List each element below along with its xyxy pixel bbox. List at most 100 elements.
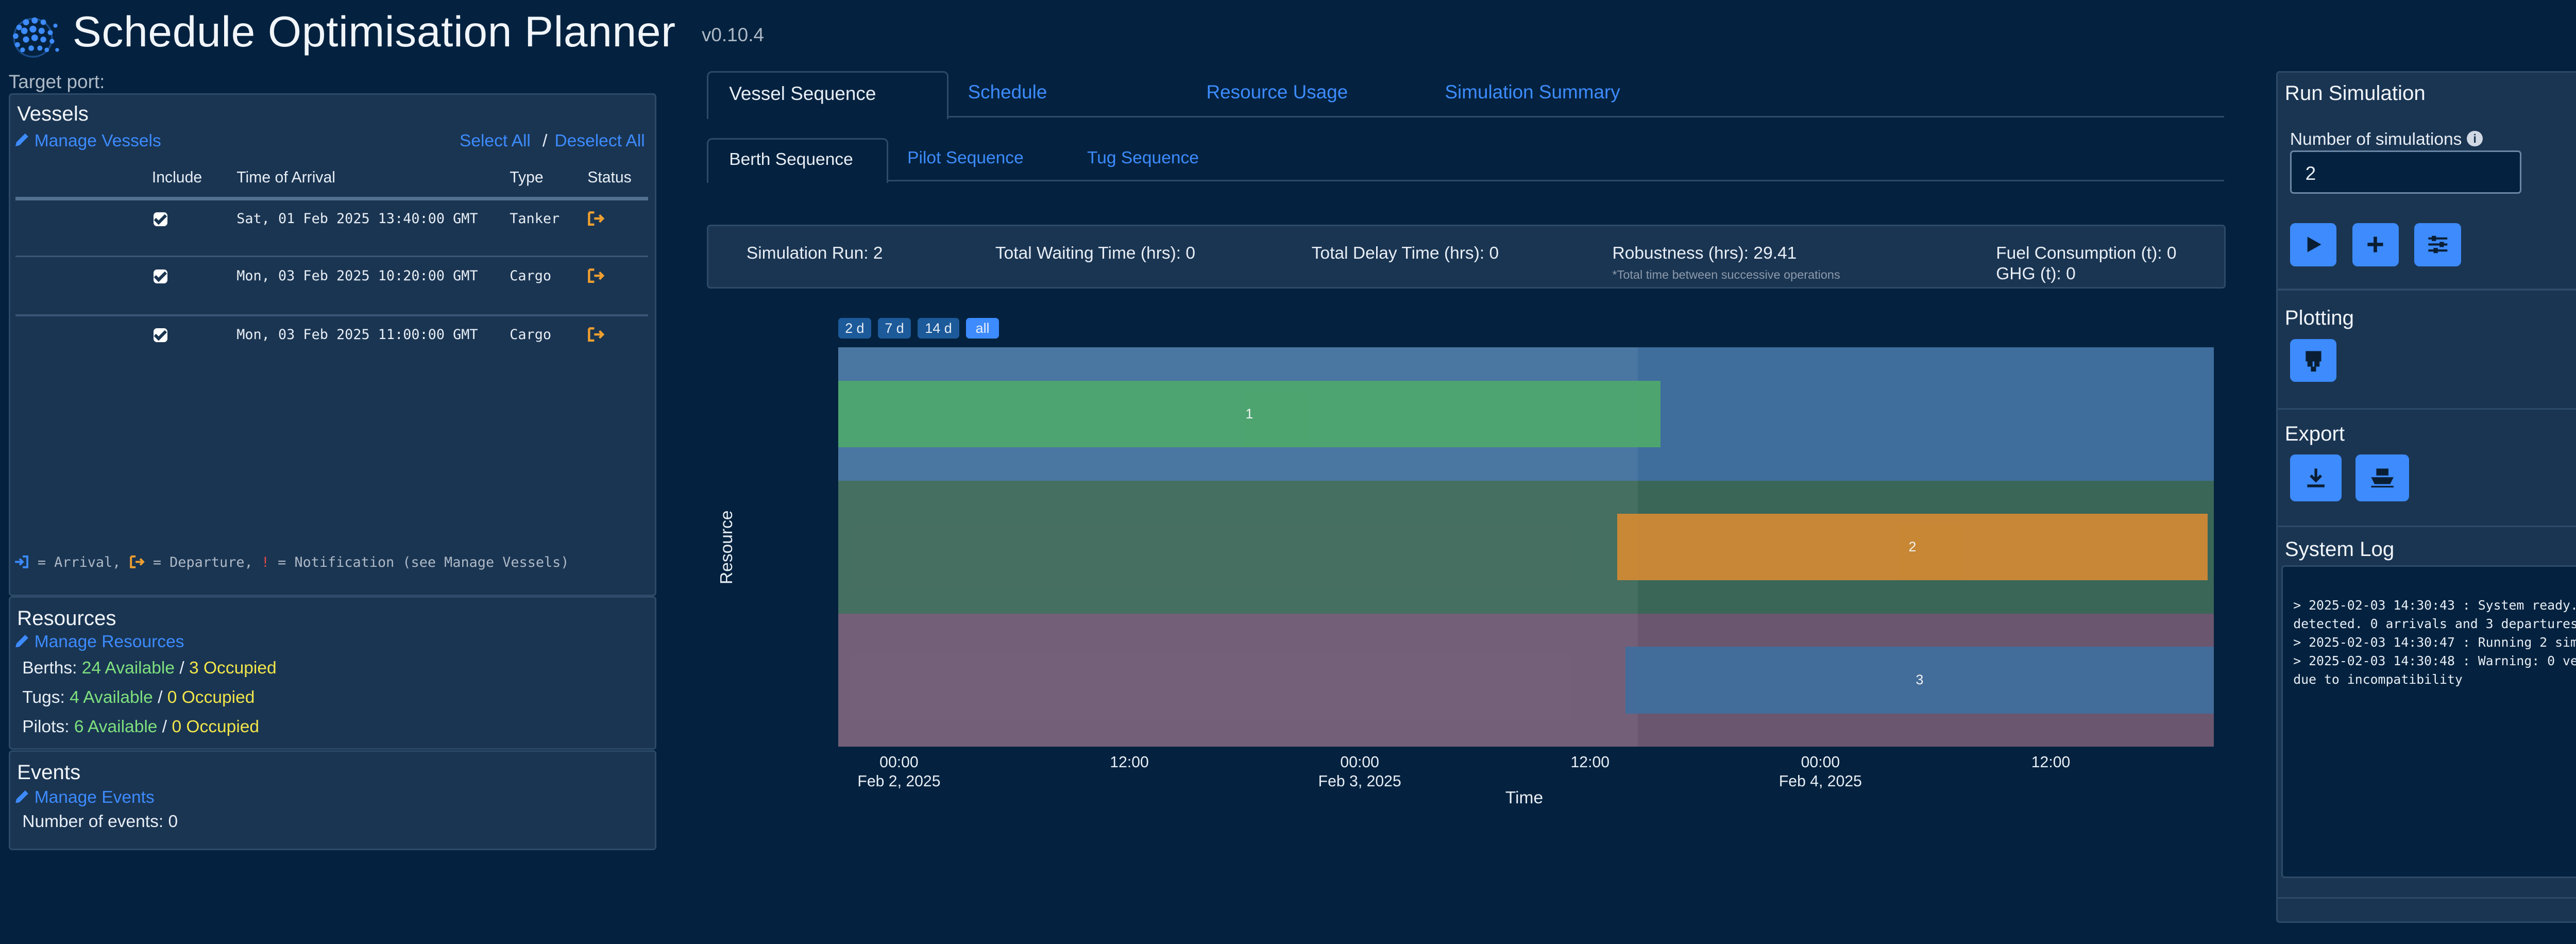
arrival-time: Sat, 01 Feb 2025 13:40:00 GMT [236, 210, 478, 227]
vessel-type: Cargo [510, 267, 551, 284]
range-2d-button[interactable]: 2 d [838, 318, 871, 339]
target-port-label: Target port: [8, 71, 105, 92]
tab-berth-sequence[interactable]: Berth Sequence [707, 138, 888, 183]
simulation-run: Simulation Run: 2 [746, 243, 883, 263]
departure-icon[interactable] [587, 211, 605, 226]
x-axis-label: Time [1505, 788, 1544, 807]
num-simulations-label: Number of simulations i [2290, 130, 2483, 149]
include-checkbox[interactable] [154, 212, 168, 227]
robustness-note: *Total time between successive operation… [1612, 267, 1840, 281]
x-tick-date: Feb 2, 2025 [857, 772, 941, 790]
fuel-consumption: Fuel Consumption (t): 0 [1996, 243, 2177, 263]
add-button[interactable] [2352, 223, 2399, 266]
vessel-bar[interactable]: 2 [1617, 514, 2208, 581]
tab-simulation-summary[interactable]: Simulation Summary [1445, 81, 1620, 103]
total-delay-time: Total Delay Time (hrs): 0 [1311, 243, 1499, 263]
settings-sliders-button[interactable] [2414, 223, 2461, 266]
manage-resources-link[interactable]: Manage Resources [15, 632, 184, 652]
x-tick-label: 00:00 [1340, 753, 1379, 771]
departure-icon [129, 555, 145, 568]
status-legend: = Arrival, = Departure, ! = Notification… [13, 554, 569, 570]
manage-resources-label: Manage Resources [34, 632, 184, 652]
tab-vessel-sequence[interactable]: Vessel Sequence [707, 71, 948, 120]
download-button[interactable] [2290, 454, 2342, 501]
total-waiting-time: Total Waiting Time (hrs): 0 [995, 243, 1196, 263]
notification-icon: ! [261, 554, 269, 571]
x-tick-label: 12:00 [2031, 753, 2071, 771]
select-all-link[interactable]: Select All [459, 131, 531, 150]
deselect-all-link[interactable]: Deselect All [554, 131, 645, 150]
arrival-time: Mon, 03 Feb 2025 11:00:00 GMT [236, 326, 478, 343]
vessels-panel: Vessels Manage Vessels Select All / Dese… [8, 93, 657, 596]
y-axis-label: Resource [717, 510, 737, 584]
col-status: Status [587, 169, 632, 187]
departure-icon[interactable] [587, 327, 605, 342]
berth-sequence-chart[interactable]: 1 2 3 [838, 347, 2214, 747]
tugs-row: Tugs: 4 Available / 0 Occupied [22, 687, 255, 707]
range-14d-button[interactable]: 14 d [918, 318, 959, 339]
arrival-icon [15, 555, 29, 568]
export-ship-button[interactable] [2355, 454, 2410, 501]
export-title: Export [2284, 422, 2345, 445]
play-icon [2307, 237, 2321, 252]
num-simulations-input[interactable]: 2 [2290, 150, 2522, 194]
x-tick-label: 00:00 [879, 753, 919, 771]
tab-resource-usage[interactable]: Resource Usage [1206, 81, 1348, 103]
plot-button[interactable] [2290, 339, 2337, 382]
sliders-icon [2428, 235, 2448, 254]
berths-row: Berths: 24 Available / 3 Occupied [22, 658, 277, 678]
range-7d-button[interactable]: 7 d [878, 318, 911, 339]
tab-pilot-sequence[interactable]: Pilot Sequence [907, 148, 1024, 168]
manage-vessels-label: Manage Vessels [34, 131, 161, 150]
plotting-title: Plotting [2284, 306, 2354, 329]
download-icon [2307, 468, 2325, 487]
vessels-title: Vessels [17, 102, 89, 125]
robustness: Robustness (hrs): 29.41 [1612, 243, 1797, 263]
plus-icon [2367, 237, 2383, 252]
include-checkbox[interactable] [154, 269, 168, 283]
ship-icon [2371, 468, 2394, 487]
pencil-icon [15, 133, 28, 146]
pencil-icon [15, 634, 28, 648]
manage-events-link[interactable]: Manage Events [15, 788, 155, 807]
chart-icon [2306, 350, 2321, 372]
manage-events-label: Manage Events [34, 788, 155, 807]
x-tick-date: Feb 4, 2025 [1778, 772, 1862, 790]
include-checkbox[interactable] [154, 328, 168, 342]
app-version: v0.10.4 [701, 24, 764, 45]
system-log-title: System Log [2284, 537, 2395, 561]
events-count: Number of events: 0 [22, 812, 178, 832]
pencil-icon [15, 790, 28, 803]
events-title: Events [17, 760, 81, 784]
x-tick-label: 00:00 [1801, 753, 1840, 771]
vessel-type: Cargo [510, 326, 551, 343]
manage-vessels-link[interactable]: Manage Vessels [15, 131, 161, 151]
resources-title: Resources [17, 606, 116, 630]
x-tick-label: 12:00 [1570, 753, 1610, 771]
range-all-button[interactable]: all [966, 318, 999, 339]
col-type: Type [510, 169, 544, 187]
vessel-type: Tanker [510, 210, 560, 227]
vessel-bar[interactable]: 3 [1625, 647, 2214, 714]
col-include: Include [151, 169, 202, 187]
tab-tug-sequence[interactable]: Tug Sequence [1087, 148, 1199, 168]
globe-dots-icon [12, 18, 59, 58]
pilots-row: Pilots: 6 Available / 0 Occupied [22, 717, 260, 736]
resources-panel: Resources Manage Resources Berths: 24 Av… [8, 596, 657, 750]
select-separator: / [542, 131, 548, 150]
x-tick-date: Feb 3, 2025 [1318, 772, 1401, 790]
simulation-summary-bar: Simulation Run: 2 Total Waiting Time (hr… [707, 225, 2226, 289]
arrival-time: Mon, 03 Feb 2025 10:20:00 GMT [236, 267, 478, 284]
col-time-of-arrival: Time of Arrival [236, 169, 335, 187]
x-tick-label: 12:00 [1110, 753, 1149, 771]
run-simulation-title: Run Simulation [2284, 81, 2426, 105]
info-hint-icon[interactable]: i [2467, 131, 2483, 147]
app-title: Schedule Optimisation Planner [72, 7, 676, 56]
ghg: GHG (t): 0 [1996, 264, 2076, 283]
departure-icon[interactable] [587, 268, 605, 283]
vessel-bar[interactable]: 1 [838, 380, 1660, 447]
tab-schedule[interactable]: Schedule [968, 81, 1047, 103]
system-log: > 2025-02-03 14:30:43 : System ready. 3 … [2281, 565, 2576, 879]
events-panel: Events Manage Events Number of events: 0 [8, 750, 657, 850]
run-button[interactable] [2290, 223, 2337, 266]
